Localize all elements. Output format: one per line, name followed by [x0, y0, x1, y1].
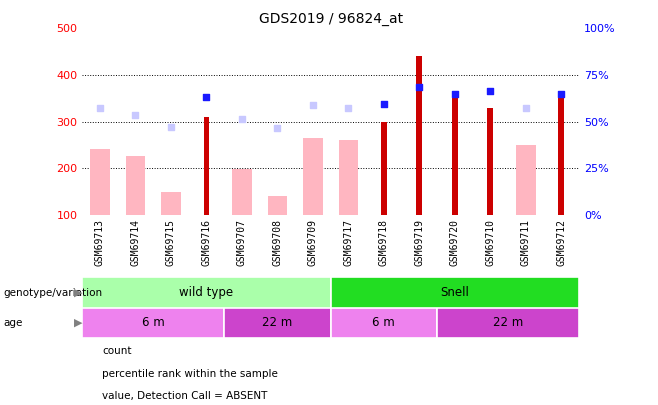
- Text: GSM69708: GSM69708: [272, 219, 282, 266]
- Bar: [516, 145, 536, 215]
- Bar: [303, 138, 322, 215]
- Bar: [82, 277, 330, 308]
- Text: wild type: wild type: [180, 286, 234, 299]
- Point: [201, 94, 212, 100]
- Text: GSM69717: GSM69717: [343, 219, 353, 266]
- Text: GSM69715: GSM69715: [166, 219, 176, 266]
- Text: Snell: Snell: [440, 286, 469, 299]
- Point: [166, 124, 176, 130]
- Point: [485, 88, 495, 94]
- Title: GDS2019 / 96824_at: GDS2019 / 96824_at: [259, 12, 403, 26]
- Text: 6 m: 6 m: [142, 316, 164, 330]
- Text: GSM69716: GSM69716: [201, 219, 211, 266]
- Bar: [381, 122, 387, 215]
- Bar: [232, 169, 252, 215]
- Point: [272, 124, 283, 131]
- Point: [556, 90, 567, 97]
- Bar: [339, 140, 358, 215]
- Text: ▶: ▶: [74, 288, 83, 298]
- Text: GSM69713: GSM69713: [95, 219, 105, 266]
- Point: [237, 116, 247, 122]
- Bar: [126, 156, 145, 215]
- Text: GSM69719: GSM69719: [415, 219, 424, 266]
- Bar: [161, 192, 181, 215]
- Bar: [417, 56, 422, 215]
- Bar: [452, 94, 458, 215]
- Point: [130, 111, 141, 118]
- Text: GSM69710: GSM69710: [486, 219, 495, 266]
- Bar: [82, 308, 224, 338]
- Point: [378, 100, 389, 107]
- Point: [414, 83, 424, 90]
- Text: percentile rank within the sample: percentile rank within the sample: [102, 369, 278, 379]
- Text: age: age: [3, 318, 22, 328]
- Bar: [330, 308, 437, 338]
- Bar: [559, 96, 564, 215]
- Text: 22 m: 22 m: [263, 316, 293, 330]
- Text: GSM69707: GSM69707: [237, 219, 247, 266]
- Bar: [488, 108, 494, 215]
- Point: [520, 105, 531, 112]
- Bar: [268, 196, 287, 215]
- Text: count: count: [102, 346, 132, 356]
- Text: GSM69712: GSM69712: [556, 219, 567, 266]
- Text: GSM69714: GSM69714: [130, 219, 140, 266]
- Point: [95, 104, 105, 111]
- Text: value, Detection Call = ABSENT: value, Detection Call = ABSENT: [102, 391, 267, 401]
- Bar: [437, 308, 579, 338]
- Text: GSM69711: GSM69711: [521, 219, 531, 266]
- Bar: [203, 117, 209, 215]
- Text: GSM69720: GSM69720: [450, 219, 460, 266]
- Bar: [224, 308, 330, 338]
- Text: genotype/variation: genotype/variation: [3, 288, 103, 298]
- Text: 22 m: 22 m: [493, 316, 523, 330]
- Text: GSM69709: GSM69709: [308, 219, 318, 266]
- Point: [343, 105, 353, 112]
- Bar: [330, 277, 579, 308]
- Bar: [90, 149, 110, 215]
- Point: [449, 90, 460, 97]
- Text: 6 m: 6 m: [372, 316, 395, 330]
- Text: ▶: ▶: [74, 318, 83, 328]
- Text: GSM69718: GSM69718: [379, 219, 389, 266]
- Point: [308, 102, 318, 109]
